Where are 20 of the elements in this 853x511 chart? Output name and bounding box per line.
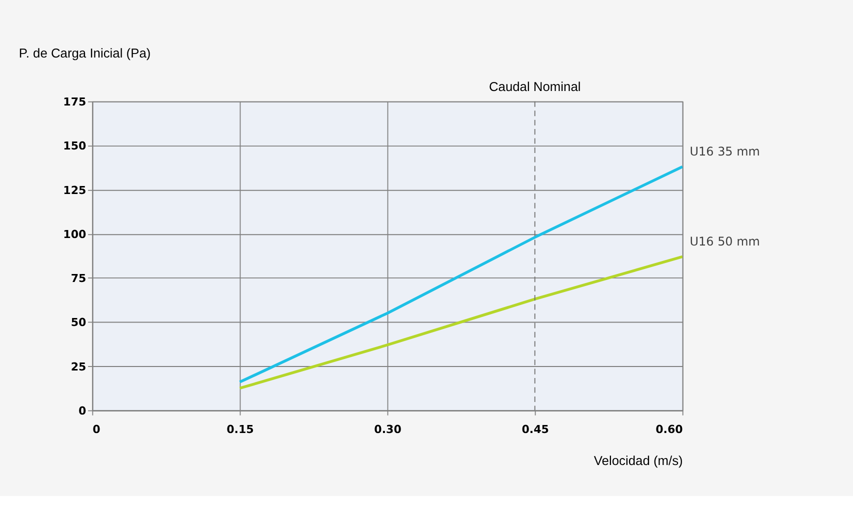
line-series — [238, 255, 684, 390]
y-tick-label: 50 — [70, 316, 87, 330]
series-label: U16 50 mm — [690, 234, 760, 249]
x-tick-label: 0.60 — [656, 422, 684, 436]
y-tick-label: 175 — [63, 96, 86, 109]
y-tick-label: 150 — [63, 140, 87, 153]
x-tick-label: 0.30 — [374, 422, 402, 436]
y-tick-label: 100 — [63, 228, 87, 241]
x-tick-label: 0.15 — [226, 422, 254, 436]
x-tick-label: 0.45 — [522, 422, 549, 436]
y-tick-label: 75 — [70, 272, 86, 286]
y-tick-label: 25 — [70, 360, 86, 374]
series-label: U16 35 mm — [690, 144, 760, 159]
y-tick-label: 0 — [78, 404, 87, 418]
y-tick-label: 125 — [63, 184, 86, 197]
x-axis-title: Velocidad (m/s) — [594, 453, 683, 468]
line-series — [238, 165, 684, 384]
y-axis-title: P. de Carga Inicial (Pa) — [18, 46, 151, 61]
x-tick-label: 0 — [92, 422, 101, 436]
ref-line-label: Caudal Nominal — [488, 79, 581, 94]
